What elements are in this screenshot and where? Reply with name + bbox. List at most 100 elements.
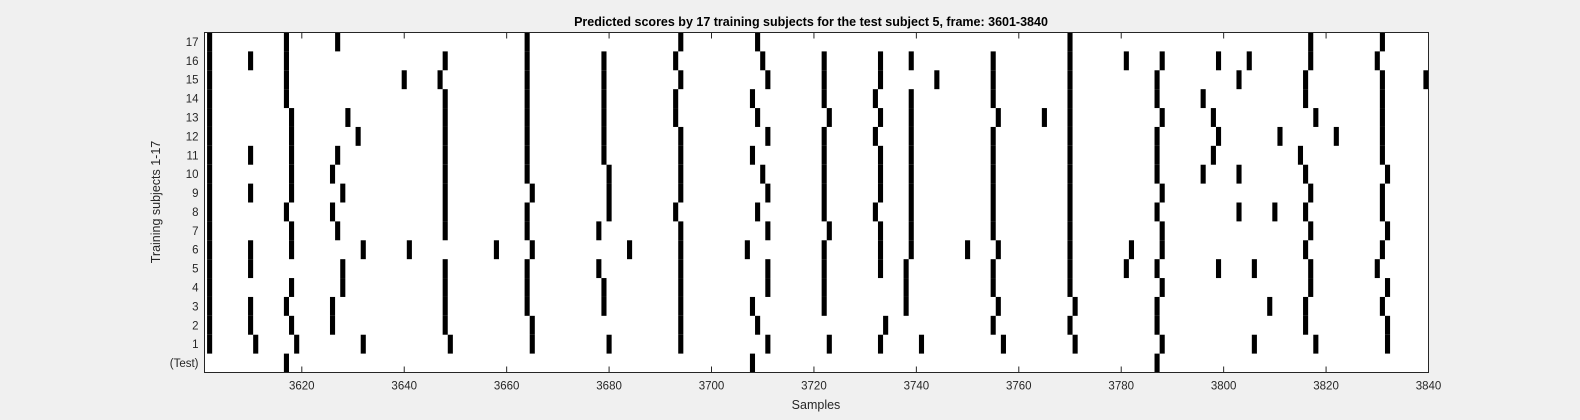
mark-row-13-8 <box>826 108 832 127</box>
mark-row-2-12 <box>1303 315 1309 335</box>
mark-row-5-8 <box>821 259 827 279</box>
mark-row-8-16 <box>1303 202 1309 222</box>
mark-row-1-5 <box>529 334 535 354</box>
mark-row-6-3 <box>360 240 366 260</box>
mark-row-16-8 <box>821 51 827 71</box>
mark-row-6-4 <box>406 240 412 260</box>
mark-row-1-9 <box>826 334 832 354</box>
mark-row-4-9 <box>903 278 909 297</box>
mark-row-5-13 <box>1123 259 1129 279</box>
mark-row-11-6 <box>601 145 607 165</box>
y-tick-label-10: 10 <box>186 169 199 181</box>
mark-row-6-12 <box>908 240 914 260</box>
mark-row-13-13 <box>1067 108 1073 127</box>
mark-row-16-7 <box>760 51 766 71</box>
mark-row-8-11 <box>990 202 996 222</box>
mark-row-3-3 <box>329 296 336 316</box>
x-tick-label-9: 3800 <box>1211 381 1237 393</box>
mark-row-16-17 <box>1308 51 1314 71</box>
mark-row-17-5 <box>755 32 761 52</box>
mark-row-13-16 <box>1313 108 1319 127</box>
y-tick-label-7: 7 <box>192 226 198 238</box>
mark-row-1-11 <box>918 334 925 354</box>
mark-row-10-4 <box>524 164 530 184</box>
mark-row-8-9 <box>872 202 878 222</box>
mark-row-9-11 <box>908 183 914 203</box>
chart-title: Predicted scores by 17 training subjects… <box>574 15 1048 29</box>
mark-row-6-7 <box>627 240 633 260</box>
mark-row-16-18 <box>1374 51 1380 71</box>
mark-row-3-12 <box>1072 296 1078 316</box>
x-tick-label-5: 3720 <box>801 381 827 393</box>
mark-row-10-17 <box>1384 164 1391 184</box>
mark-row-14-4 <box>601 89 607 109</box>
mark-row-4-3 <box>442 278 448 297</box>
mark-row-9-13 <box>1067 183 1073 203</box>
mark-row-12-10 <box>908 126 914 146</box>
mark-row-17-8 <box>1379 32 1385 52</box>
mark-row-10-15 <box>1236 164 1242 184</box>
mark-row-14-0 <box>207 89 213 109</box>
x-tick-label-0: 3620 <box>289 381 315 393</box>
mark-row-11-2 <box>289 145 295 165</box>
mark-row-3-5 <box>524 296 530 316</box>
mark-row-15-14 <box>1236 70 1242 90</box>
mark-row-15-10 <box>934 70 940 90</box>
mark-row-12-15 <box>1277 126 1283 146</box>
mark-row-11-16 <box>1297 145 1304 165</box>
mark-row-3-4 <box>442 296 448 316</box>
y-tick-label-4: 4 <box>192 283 199 295</box>
mark-row-4-12 <box>1159 278 1165 297</box>
mark-row-15-11 <box>990 70 996 90</box>
mark-row-15-17 <box>1423 70 1429 90</box>
mark-row-16-12 <box>1067 51 1073 71</box>
mark-row-12-9 <box>872 126 878 146</box>
mark-row-1-4 <box>447 334 453 354</box>
y-tick-label-16: 16 <box>186 56 199 68</box>
y-tick-label-0: (Test) <box>170 358 199 370</box>
mark-row-9-9 <box>821 183 827 203</box>
mark-row-5-15 <box>1215 259 1222 279</box>
mark-row-8-14 <box>1236 202 1242 222</box>
mark-row-11-4 <box>442 145 448 165</box>
mark-row-2-13 <box>1384 315 1391 335</box>
mark-row-2-10 <box>1067 315 1073 335</box>
mark-row-6-15 <box>1067 240 1073 260</box>
mark-row-16-14 <box>1159 51 1165 71</box>
y-tick-label-3: 3 <box>192 301 198 313</box>
mark-row-13-3 <box>442 108 448 127</box>
mark-row-1-16 <box>1313 334 1319 354</box>
mark-row-7-6 <box>678 221 684 241</box>
marks-layer <box>207 32 1429 373</box>
mark-row-13-7 <box>755 108 761 127</box>
x-tick-label-7: 3760 <box>1006 381 1032 393</box>
mark-row-3-11 <box>995 296 1001 316</box>
mark-row-9-4 <box>442 183 448 203</box>
mark-row-7-1 <box>289 221 295 241</box>
x-tick-label-4: 3700 <box>699 381 725 393</box>
mark-row-8-12 <box>1067 202 1073 222</box>
mark-row-16-13 <box>1123 51 1129 71</box>
mark-row-15-15 <box>1303 70 1309 90</box>
mark-row-14-13 <box>1200 89 1206 109</box>
mark-row-14-12 <box>1154 89 1160 109</box>
mark-row-7-10 <box>908 221 914 241</box>
mark-row-11-0 <box>207 145 213 165</box>
mark-row-5-6 <box>678 259 684 279</box>
mark-row-4-14 <box>1384 278 1391 297</box>
mark-row-6-16 <box>1128 240 1135 260</box>
y-tick-label-5: 5 <box>192 264 198 276</box>
mark-row-8-7 <box>755 202 761 222</box>
mark-row-12-13 <box>1154 126 1160 146</box>
mark-row-10-5 <box>606 164 612 184</box>
mark-row-10-0 <box>207 164 213 184</box>
x-tick-label-2: 3660 <box>494 381 520 393</box>
mark-row-11-8 <box>749 145 756 165</box>
y-tick-label-9: 9 <box>192 188 198 200</box>
mark-row-9-16 <box>1379 183 1385 203</box>
mark-row-1-0 <box>207 334 213 354</box>
mark-row-14-10 <box>990 89 996 109</box>
mark-row-9-2 <box>289 183 295 203</box>
mark-row-11-13 <box>1067 145 1073 165</box>
mark-row-2-1 <box>248 315 254 335</box>
